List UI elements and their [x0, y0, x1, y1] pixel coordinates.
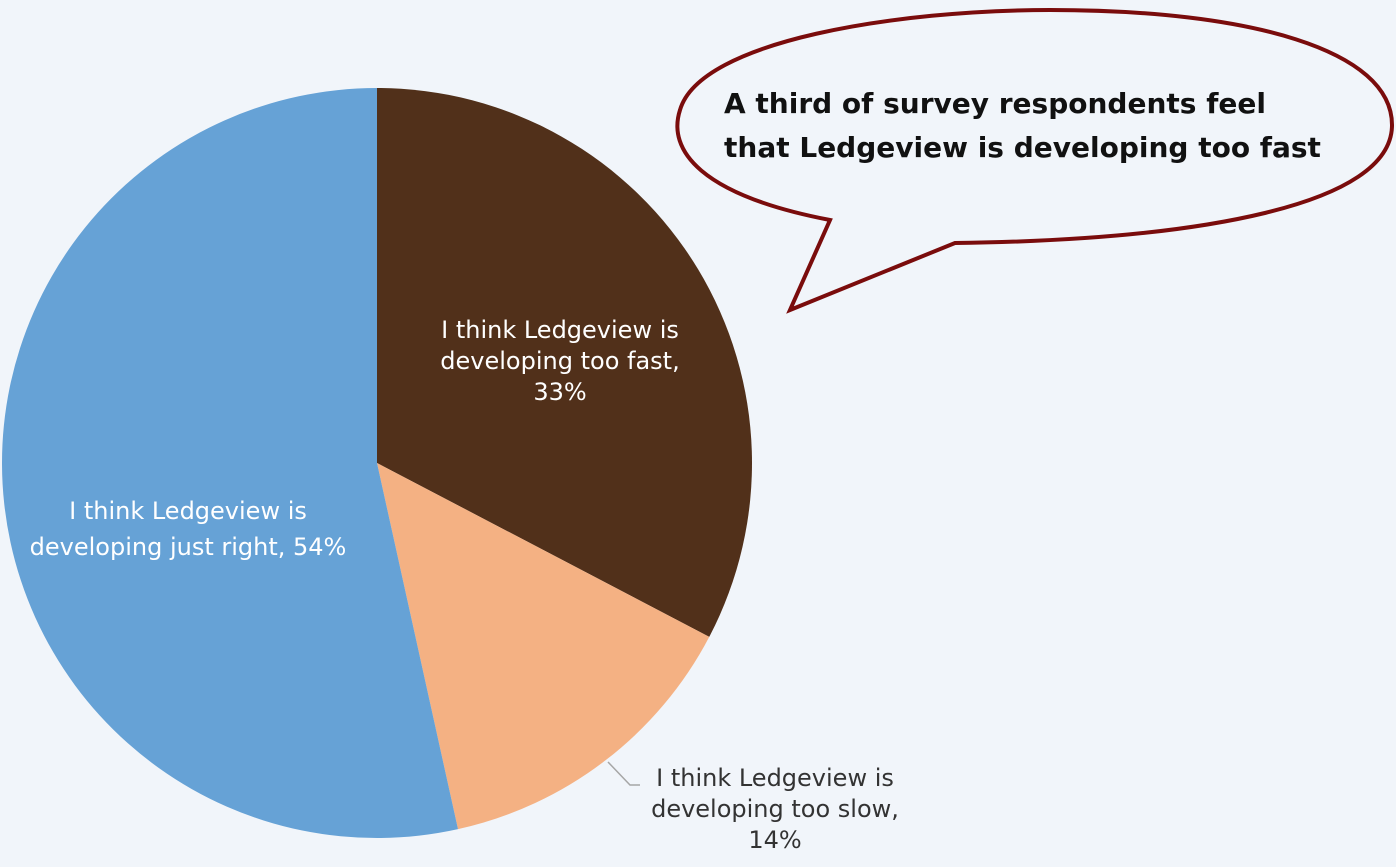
slice-labels: I think Ledgeview is developing too fast,…: [30, 316, 899, 854]
leader-line: [607, 761, 640, 786]
pie-slice: [377, 88, 752, 637]
slice-data-label: I think Ledgeview is developing too fast,…: [440, 316, 679, 406]
pie-slices: [2, 88, 752, 838]
pie-slice: [2, 88, 459, 838]
slice-label-line: 14%: [748, 826, 801, 854]
callout-text: A third of survey respondents feel that …: [724, 87, 1321, 164]
slice-label-line: 33%: [533, 378, 586, 406]
slice-label-line: developing too slow,: [651, 795, 899, 823]
speech-bubble-shape: [675, 7, 1395, 314]
slice-label-line: developing just right, 54%: [30, 533, 347, 561]
slice-label-line: I think Ledgeview is: [69, 497, 307, 525]
speech-bubble-callout: A third of survey respondents feel that …: [675, 7, 1395, 314]
pie-slice: [377, 463, 710, 830]
leader-lines: [607, 761, 640, 786]
slice-data-label: I think Ledgeview is developing too slow,…: [651, 764, 899, 854]
callout-line-1: A third of survey respondents feel: [724, 87, 1266, 120]
slice-label-line: I think Ledgeview is: [441, 316, 679, 344]
slice-label-line: developing too fast,: [440, 347, 679, 375]
slice-label-line: I think Ledgeview is: [656, 764, 894, 792]
slice-data-label: I think Ledgeview is developing just righ…: [30, 497, 347, 561]
callout-line-2: that Ledgeview is developing too fast: [724, 131, 1321, 164]
